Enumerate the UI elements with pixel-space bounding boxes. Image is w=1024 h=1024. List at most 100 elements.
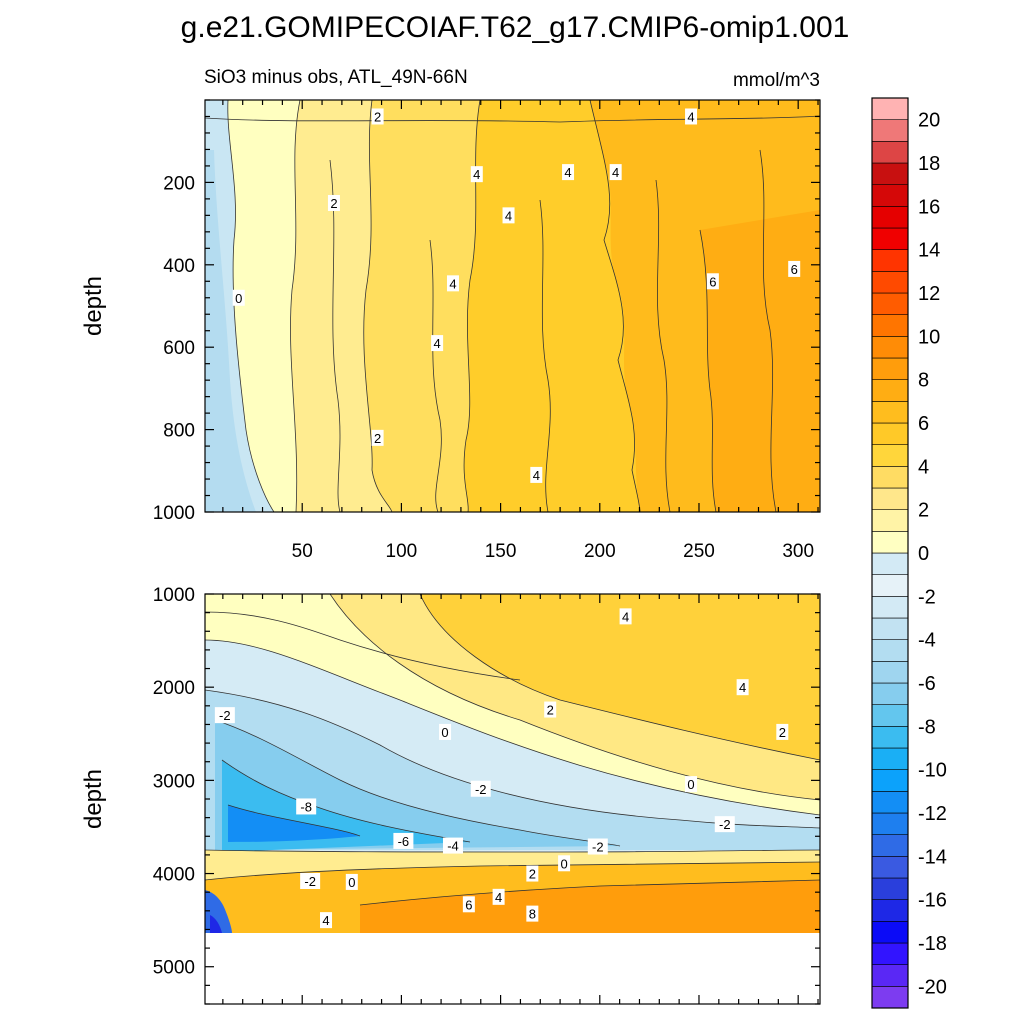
colorbar-swatch (871, 964, 909, 987)
colorbar-tick-label: -20 (918, 976, 947, 998)
contour-label-box (470, 780, 491, 797)
lower-field-orange-bottom (360, 880, 820, 933)
chart-subtitle-units: mmol/m^3 (733, 70, 820, 91)
colorbar-swatch (871, 292, 909, 315)
contour-label-box (393, 832, 414, 849)
colorbar-swatch (871, 206, 909, 229)
lower-tick-labels: 1000 2000 3000 4000 5000 (153, 585, 195, 979)
contour-label-box (431, 335, 444, 352)
lower-no-data-region (205, 933, 820, 1004)
colorbar-swatch (871, 747, 909, 770)
colorbar-swatch (871, 942, 909, 965)
contour-label-box (232, 289, 245, 306)
colorbar-tick-label: -6 (918, 673, 936, 695)
y-tick-label: 400 (163, 256, 195, 277)
x-tick-label: 300 (782, 541, 814, 562)
contour-label-box (526, 905, 539, 922)
contour-label-box (526, 865, 539, 882)
colorbar-swatch (871, 986, 909, 1009)
colorbar-swatch (871, 119, 909, 142)
contour-label-box (300, 873, 321, 889)
contour-label-box (470, 166, 483, 183)
colorbar-swatch (871, 336, 909, 359)
contour-label-box (558, 855, 571, 872)
contour-label: -2 (304, 874, 316, 889)
colorbar-tick-label: 10 (918, 326, 940, 348)
contour-label: 4 (449, 276, 456, 291)
contour-label-box (371, 108, 384, 125)
colorbar-swatch (871, 379, 909, 402)
upper-ticks (205, 99, 820, 513)
x-tick-label: 150 (485, 541, 517, 562)
contour-label-box (345, 873, 358, 890)
contour-label: 4 (473, 167, 480, 182)
contour-label: 4 (739, 680, 746, 695)
colorbar-swatch (871, 617, 909, 640)
contour-label-box (439, 723, 452, 740)
contour-label: 4 (687, 109, 694, 124)
x-tick-label: 100 (386, 541, 418, 562)
y-tick-label: 1000 (153, 585, 195, 606)
contour-label: 4 (433, 336, 440, 351)
contour-label-box (788, 260, 801, 277)
colorbar-swatch (871, 531, 909, 554)
colorbar-tick-label: 14 (918, 240, 940, 262)
contour-label-box (587, 838, 608, 855)
contour-label-box (714, 816, 735, 833)
colorbar-tick-label: 0 (918, 543, 929, 565)
y-tick-label: 4000 (153, 865, 195, 886)
colorbar-swatch (871, 682, 909, 705)
colorbar-swatch (871, 639, 909, 662)
y-tick-label: 5000 (153, 958, 195, 979)
colorbar-swatch (871, 184, 909, 207)
lower-contour-labels: 4 4 -2 2 0 2 -2 0 -8 -2 -6 -4 -2 0 2 -2 0 4 6 8 4 (214, 608, 789, 929)
contour-label: -2 (475, 782, 487, 797)
colorbar-swatch (871, 921, 909, 944)
colorbar-tick-label: -12 (918, 803, 947, 825)
colorbar-swatch (871, 97, 909, 120)
y-tick-label: 2000 (153, 678, 195, 699)
upper-field-negative-deep (205, 150, 256, 512)
contour-label-box (609, 164, 622, 181)
contour-label-box (492, 888, 505, 905)
contour-label-box (776, 723, 789, 740)
colorbar-tick-label: -16 (918, 890, 947, 912)
contour-label-box (685, 108, 698, 125)
colorbar-swatch (871, 574, 909, 597)
contour-label: -2 (219, 708, 231, 723)
contour-label: 2 (529, 867, 536, 882)
colorbar-swatch (871, 162, 909, 185)
contour-label: 4 (505, 208, 512, 223)
contour-label-box (530, 466, 543, 483)
colorbar-tick-label: 6 (918, 413, 929, 435)
upper-plot-frame (204, 99, 821, 513)
contour-label: 4 (612, 165, 619, 180)
contour-label-box (371, 429, 384, 446)
colorbar-swatch (871, 314, 909, 337)
contour-label-box (327, 195, 340, 211)
colorbar-swatch (871, 596, 909, 619)
colorbar: 20181614121086420-2-4-6-8-10-12-14-16-18… (871, 97, 947, 1009)
colorbar-swatch (871, 877, 909, 900)
colorbar-swatch (871, 466, 909, 489)
colorbar-tick-label: 12 (918, 283, 940, 305)
contour-label: 4 (622, 609, 629, 624)
colorbar-swatch (871, 487, 909, 510)
contour-label: 0 (235, 291, 242, 306)
chart-subtitle-left: SiO3 minus obs, ATL_49N-66N (204, 67, 468, 88)
contour-label: 0 (687, 777, 694, 792)
contour-label: 2 (547, 703, 554, 718)
colorbar-frame (871, 97, 909, 1009)
colorbar-swatch (871, 899, 909, 922)
upper-contour-lines (205, 100, 820, 512)
contour-label: 2 (374, 431, 381, 446)
colorbar-swatch (871, 834, 909, 857)
colorbar-swatch (871, 509, 909, 532)
upper-contour-labels: 2 4 4 4 4 2 4 0 4 6 6 4 2 4 (232, 108, 801, 483)
contour-label-box (544, 701, 557, 718)
colorbar-swatch (871, 769, 909, 792)
y-tick-label: 800 (163, 421, 195, 442)
contour-label: 2 (779, 725, 786, 740)
y-tick-label: 3000 (153, 771, 195, 792)
